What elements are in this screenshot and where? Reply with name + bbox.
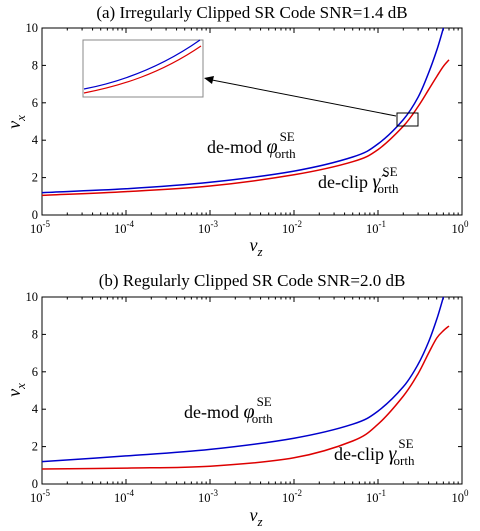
panel-a-inset-line-blue [83, 39, 201, 90]
panel-b-plot-frame [41, 296, 463, 485]
panel-b-y-label: vx [4, 383, 28, 397]
panel-b-x-label: vz [249, 505, 262, 529]
panel-a-annotation-demod: de-mod φ SE orth [207, 129, 296, 161]
y-tick-label: 6 [32, 96, 38, 110]
x-tick-label: 10-4 [114, 219, 134, 236]
x-tick-label: 10-2 [282, 488, 302, 505]
panel-a: (a) Irregularly Clipped SR Code SNR=1.4 … [4, 3, 469, 259]
panel-a-zoom-box [396, 112, 419, 127]
y-tick-label: 8 [32, 327, 38, 341]
panel-a-plot-frame [41, 27, 463, 216]
panel-a-x-label: vz [249, 235, 262, 259]
y-tick-label: 8 [32, 58, 38, 72]
y-tick-label: 0 [32, 477, 38, 491]
x-tick-label: 100 [452, 488, 470, 505]
panel-a-zoom-arrowhead [204, 76, 214, 84]
x-tick-label: 10-2 [282, 219, 302, 236]
y-tick-label: 2 [32, 440, 38, 454]
panel-a-annotation-declip: de-clip γ̃ SE orth [318, 164, 399, 196]
panel-a-title: (a) Irregularly Clipped SR Code SNR=1.4 … [96, 3, 407, 22]
panel-a-inset-line-red [83, 45, 202, 94]
y-tick-label: 2 [32, 171, 38, 185]
panel-b-y-ticks: 0 2 4 6 8 10 [26, 290, 462, 491]
panel-b-series [41, 296, 450, 470]
x-tick-label: 10-5 [30, 219, 50, 236]
panel-a-series [41, 27, 450, 197]
panel-a-y-ticks: 0 2 4 6 8 10 [26, 21, 462, 222]
panel-b-annotation-demod: de-mod φ SE orth [184, 394, 273, 426]
x-tick-label: 10-4 [114, 488, 134, 505]
x-tick-label: 10-1 [366, 219, 386, 236]
y-tick-label: 0 [32, 208, 38, 222]
x-tick-label: 10-5 [30, 488, 50, 505]
series-line-blue [41, 27, 445, 194]
y-tick-label: 6 [32, 365, 38, 379]
x-tick-label: 10-3 [198, 219, 218, 236]
y-tick-label: 10 [26, 290, 39, 304]
panel-a-y-label: vx [4, 115, 28, 129]
y-tick-label: 10 [26, 21, 39, 35]
x-tick-label: 10-1 [366, 488, 386, 505]
y-tick-label: 4 [32, 402, 39, 416]
panel-a-inset [82, 39, 204, 98]
panel-b-title: (b) Regularly Clipped SR Code SNR=2.0 dB [99, 271, 406, 290]
panel-b-x-ticks: 10-5 10-4 10-3 10-2 10-1 100 [30, 297, 469, 505]
panel-b-annotation-declip: de-clip γ SE orth [334, 436, 415, 468]
panel-a-zoom-arrow [211, 79, 397, 117]
x-tick-label: 10-3 [198, 488, 218, 505]
panel-a-x-ticks: 10-5 10-4 10-3 10-2 10-1 100 [30, 28, 469, 236]
series-line-blue [41, 296, 445, 463]
y-tick-label: 4 [32, 133, 39, 147]
series-line-red [41, 325, 450, 470]
x-tick-label: 100 [452, 219, 470, 236]
panel-b: (b) Regularly Clipped SR Code SNR=2.0 dB… [4, 271, 469, 529]
series-line-red [41, 59, 450, 197]
